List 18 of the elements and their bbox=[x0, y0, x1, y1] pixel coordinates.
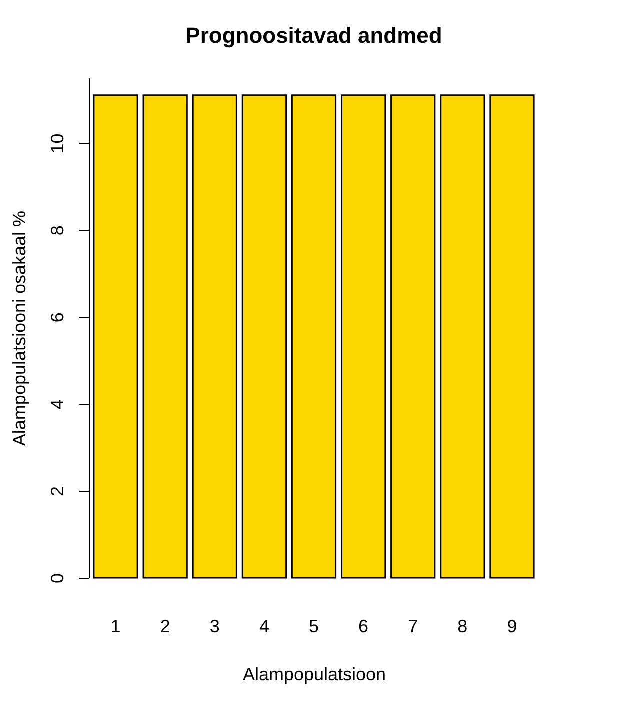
x-tick-label: 7 bbox=[408, 616, 418, 636]
x-tick-label: 5 bbox=[308, 616, 320, 636]
x-tick-label: 4 bbox=[259, 616, 270, 636]
y-tick-label: 8 bbox=[48, 226, 68, 236]
y-tick-label: 0 bbox=[48, 573, 68, 584]
y-tick-label: 10 bbox=[48, 134, 68, 154]
x-tick-label: 2 bbox=[160, 616, 170, 636]
x-tick-label: 3 bbox=[210, 616, 220, 636]
x-tick-label: 6 bbox=[358, 616, 369, 636]
y-tick-label: 6 bbox=[48, 312, 68, 323]
x-tick-label: 9 bbox=[507, 616, 518, 636]
x-tick-label: 8 bbox=[458, 616, 468, 636]
x-axis-title: Alampopulatsioon bbox=[242, 664, 386, 684]
chart-title: Prognoositavad andmed bbox=[186, 23, 442, 48]
x-tick-label: 1 bbox=[110, 616, 121, 636]
y-axis-title: Alampopulatsiooni osakaal % bbox=[10, 210, 30, 446]
y-tick-label: 2 bbox=[48, 486, 68, 497]
y-tick-label: 4 bbox=[48, 400, 68, 410]
